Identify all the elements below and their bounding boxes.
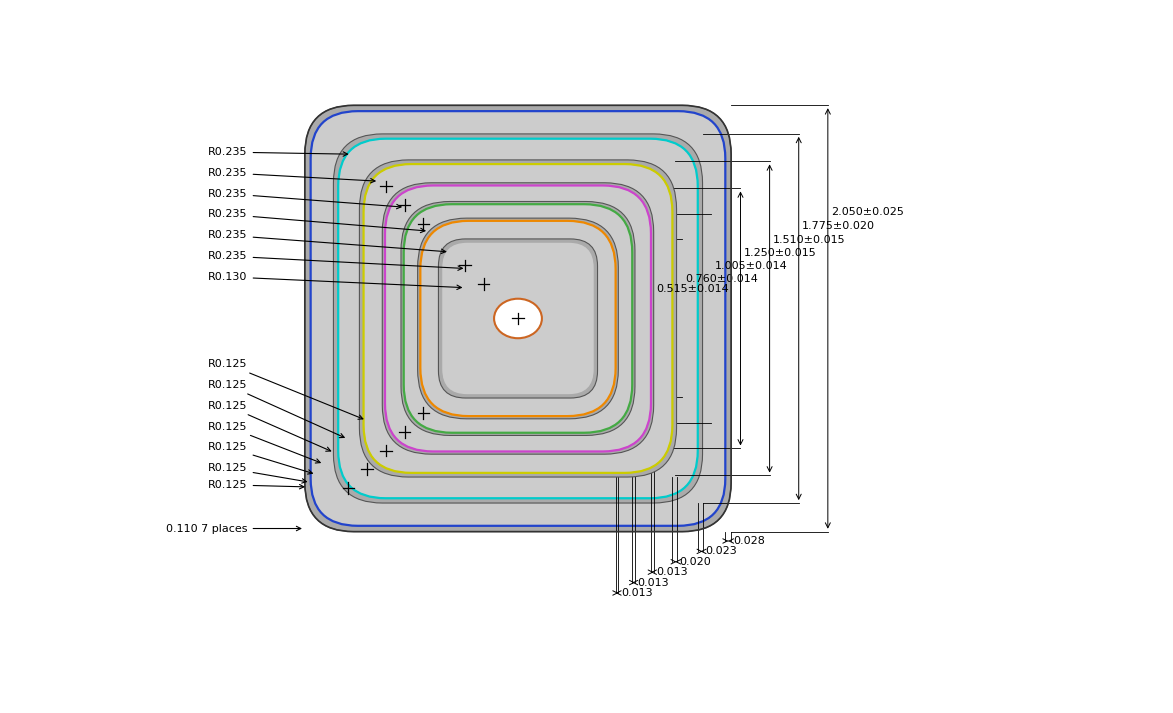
Text: R0.125: R0.125 bbox=[208, 463, 306, 483]
Text: 0.023: 0.023 bbox=[705, 546, 737, 556]
Text: 1.005±0.014: 1.005±0.014 bbox=[714, 261, 787, 271]
FancyBboxPatch shape bbox=[441, 242, 595, 395]
Text: R0.125: R0.125 bbox=[208, 442, 312, 474]
FancyBboxPatch shape bbox=[401, 202, 635, 436]
Text: R0.125: R0.125 bbox=[208, 359, 362, 419]
FancyBboxPatch shape bbox=[333, 134, 703, 503]
Text: R0.125: R0.125 bbox=[208, 401, 331, 451]
Text: R0.125: R0.125 bbox=[208, 480, 304, 490]
Text: 0.515±0.014: 0.515±0.014 bbox=[656, 284, 730, 294]
Text: 0.028: 0.028 bbox=[733, 536, 766, 546]
Text: 0.013: 0.013 bbox=[656, 567, 687, 578]
Text: 0.013: 0.013 bbox=[637, 578, 669, 588]
Text: 0.020: 0.020 bbox=[679, 557, 711, 567]
FancyBboxPatch shape bbox=[439, 239, 597, 398]
FancyBboxPatch shape bbox=[364, 164, 672, 473]
FancyBboxPatch shape bbox=[382, 183, 653, 454]
FancyBboxPatch shape bbox=[404, 204, 632, 433]
FancyBboxPatch shape bbox=[311, 111, 725, 525]
Text: R0.235: R0.235 bbox=[208, 168, 375, 183]
Text: R0.235: R0.235 bbox=[208, 147, 347, 157]
FancyBboxPatch shape bbox=[305, 106, 731, 532]
Text: 1.510±0.015: 1.510±0.015 bbox=[773, 235, 846, 245]
FancyBboxPatch shape bbox=[338, 139, 698, 498]
FancyBboxPatch shape bbox=[418, 218, 618, 419]
Text: 1.250±0.015: 1.250±0.015 bbox=[744, 249, 816, 259]
Text: R0.130: R0.130 bbox=[209, 272, 461, 289]
Text: 0.760±0.014: 0.760±0.014 bbox=[685, 274, 758, 284]
Text: R0.125: R0.125 bbox=[208, 380, 344, 438]
Ellipse shape bbox=[494, 299, 542, 338]
FancyBboxPatch shape bbox=[385, 185, 651, 451]
Text: R0.235: R0.235 bbox=[208, 251, 462, 270]
Text: R0.235: R0.235 bbox=[208, 230, 446, 254]
Text: R0.125: R0.125 bbox=[208, 421, 320, 463]
Text: 2.050±0.025: 2.050±0.025 bbox=[830, 207, 904, 217]
Text: R0.235: R0.235 bbox=[208, 210, 425, 232]
Text: R0.235: R0.235 bbox=[208, 189, 401, 209]
Text: 0.110 7 places: 0.110 7 places bbox=[167, 523, 300, 533]
Text: 0.013: 0.013 bbox=[621, 588, 652, 598]
FancyBboxPatch shape bbox=[359, 160, 677, 477]
Text: 1.775±0.020: 1.775±0.020 bbox=[802, 221, 875, 231]
FancyBboxPatch shape bbox=[420, 221, 616, 416]
